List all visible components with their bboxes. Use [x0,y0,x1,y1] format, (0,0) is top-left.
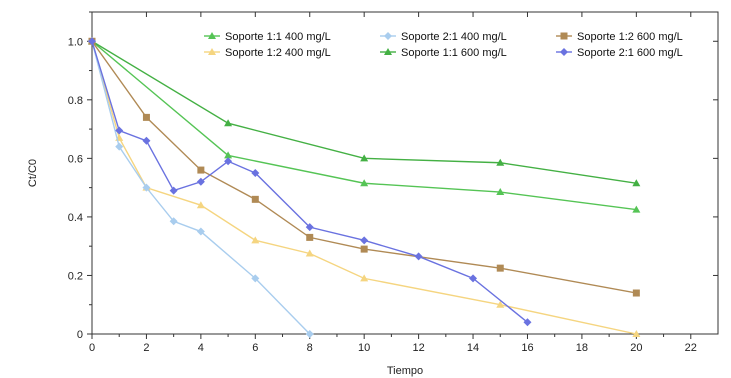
legend: Soporte 1:1 400 mg/L Soporte 2:1 400 mg/L… [204,31,683,59]
data-point [142,113,150,121]
data-point [632,179,641,187]
data-point [197,166,205,174]
data-point [169,186,178,195]
data-point [560,32,568,40]
data-point [360,274,369,282]
data-point [384,48,392,55]
legend-label: Soporte 2:1 400 mg/L [401,31,507,43]
data-point [469,274,478,283]
data-point [560,48,568,56]
y-tick-label: 0.4 [68,212,83,224]
data-point [251,236,260,244]
series-line [91,40,637,184]
series-5 [88,37,640,297]
data-point [414,252,423,261]
data-point [632,330,641,337]
data-point [196,201,205,209]
x-tick-label: 14 [467,342,479,354]
legend-item: Soporte 2:1 600 mg/L [556,47,683,59]
data-point [305,249,314,257]
x-tick-label: 2 [143,342,149,354]
x-tick-label: 0 [89,342,95,354]
series-layer [88,37,641,338]
x-tick-label: 8 [307,342,313,354]
y-tick-label: 0.6 [68,153,83,165]
series-line [91,40,637,294]
data-point [115,126,124,135]
data-point [196,177,205,186]
x-tick-label: 6 [252,342,258,354]
data-point [360,245,368,253]
legend-item: Soporte 1:2 600 mg/L [556,31,683,43]
data-point [208,32,216,39]
plot-frame [91,11,719,335]
data-point [251,274,260,283]
data-point [224,119,233,127]
data-point [496,188,505,196]
data-point [305,330,314,338]
legend-item: Soporte 1:2 400 mg/L [204,47,331,59]
data-point [360,236,369,245]
data-point [224,157,233,166]
data-point [142,183,151,192]
data-point [306,233,314,241]
series-2 [88,37,641,337]
data-point [142,136,151,145]
legend-label: Soporte 1:2 600 mg/L [577,31,683,43]
data-point [360,179,369,187]
data-point [251,169,260,177]
x-tick-label: 16 [521,342,533,354]
data-point [196,227,205,236]
data-point [115,142,124,151]
y-axis-title: Ct/C0 [27,159,39,187]
legend-label: Soporte 1:1 600 mg/L [401,47,507,59]
y-tick-label: 0.8 [68,95,83,107]
legend-label: Soporte 2:1 600 mg/L [577,47,683,59]
data-point [88,37,96,46]
data-point [384,32,392,40]
data-point [496,158,505,166]
data-point [632,205,641,213]
data-point [632,289,640,297]
data-point [496,264,504,272]
series-line [91,41,311,335]
data-point [251,195,259,203]
data-point [523,318,532,327]
x-tick-label: 10 [358,342,370,354]
series-4 [88,37,641,187]
legend-label: Soporte 1:2 400 mg/L [225,47,331,59]
legend-item: Soporte 1:1 400 mg/L [204,31,331,43]
x-axis-title: Tiempo [387,365,423,377]
data-point [169,217,178,226]
x-tick-label: 18 [576,342,588,354]
data-point [360,154,369,162]
series-line [91,41,528,323]
y-tick-label: 1.0 [68,36,83,48]
x-tick-label: 4 [198,342,204,354]
y-tick-label: 0.2 [68,270,83,282]
series-6 [88,37,532,327]
x-tick-label: 22 [685,342,697,354]
data-point [224,151,233,159]
legend-item: Soporte 1:1 600 mg/L [380,47,507,59]
axes: 0 2 4 6 8 10 12 14 16 18 20 22 0 0.2 0.4 0.6 0.8 1.0 [68,11,719,354]
x-tick-label: 20 [630,342,642,354]
data-point [208,48,216,55]
y-tick-label: 0 [77,329,83,341]
data-point [496,300,505,308]
x-tick-label: 12 [412,342,424,354]
legend-label: Soporte 1:1 400 mg/L [225,31,331,43]
legend-item: Soporte 2:1 400 mg/L [380,31,507,43]
data-point [305,223,314,232]
